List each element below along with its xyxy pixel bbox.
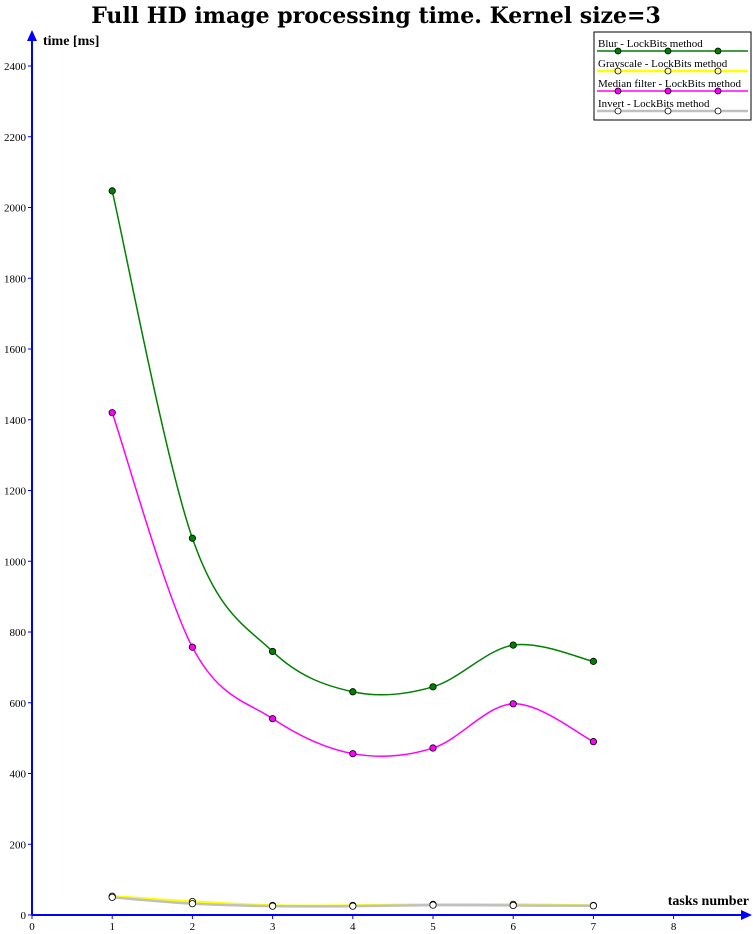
x-tick-label: 2 — [190, 921, 196, 933]
x-tick-label: 1 — [109, 921, 115, 933]
y-tick-label: 800 — [10, 627, 27, 639]
legend-swatch-point — [714, 47, 722, 55]
legend-swatch-point — [714, 107, 722, 115]
data-point — [429, 744, 437, 752]
data-point — [429, 901, 437, 909]
legend-swatch-point — [614, 107, 622, 115]
data-point — [349, 688, 357, 696]
data-point — [349, 750, 357, 758]
legend-item: Grayscale - LockBits method — [597, 58, 748, 75]
data-point — [108, 893, 116, 901]
legend-swatch-point — [614, 67, 622, 75]
data-point — [349, 902, 357, 910]
y-tick-label: 1600 — [4, 344, 27, 356]
data-point — [509, 700, 517, 708]
x-tick-label: 8 — [671, 921, 677, 933]
y-ticks: 0 200 400 600 800 1000 1200 1400 1600 1800 2000 220… — [4, 61, 32, 922]
legend-swatch-point — [614, 47, 622, 55]
series-line — [111, 190, 594, 696]
legend-swatch-point — [714, 67, 722, 75]
data-point — [429, 683, 437, 691]
legend-swatch-point — [614, 87, 622, 95]
data-point — [108, 187, 116, 195]
x-tick-label: 0 — [29, 921, 35, 933]
x-tick-label: 7 — [591, 921, 597, 933]
series-2 — [108, 409, 598, 758]
x-tick-label: 5 — [430, 921, 436, 933]
legend-item: Invert - LockBits method — [597, 98, 748, 115]
data-point — [108, 409, 116, 417]
legend-label: Grayscale - LockBits method — [598, 58, 728, 70]
y-axis: time [ms] — [27, 30, 99, 915]
y-axis-arrow — [27, 30, 37, 41]
data-point — [188, 534, 196, 542]
series-layer — [108, 187, 598, 910]
legend-swatch-point — [664, 107, 672, 115]
x-tick-label: 3 — [270, 921, 276, 933]
x-axis: tasks number — [32, 894, 752, 920]
y-tick-label: 600 — [10, 698, 27, 710]
y-tick-label: 1800 — [4, 273, 27, 285]
y-axis-label: time [ms] — [43, 34, 99, 49]
y-tick-label: 200 — [10, 839, 27, 851]
y-tick-label: 2200 — [4, 132, 27, 144]
series-0 — [108, 187, 598, 696]
x-ticks: 0 1 2 3 4 5 6 7 8 — [29, 915, 677, 933]
y-tick-label: 400 — [10, 769, 27, 781]
data-point — [589, 738, 598, 746]
legend-label: Invert - LockBits method — [598, 98, 710, 110]
series-line — [111, 412, 594, 757]
series-3 — [108, 893, 598, 910]
legend-item: Blur - LockBits method — [597, 38, 748, 55]
x-tick-label: 6 — [510, 921, 516, 933]
chart-title: Full HD image processing time. Kernel si… — [91, 3, 661, 29]
y-tick-label: 1000 — [4, 556, 27, 568]
legend: Blur - LockBits method Grayscale - LockBi… — [593, 31, 752, 121]
y-tick-label: 1200 — [4, 486, 27, 498]
legend-box — [593, 31, 752, 121]
x-axis-label: tasks number — [668, 894, 749, 909]
data-point — [188, 643, 196, 651]
data-point — [268, 902, 277, 910]
y-tick-label: 1400 — [4, 415, 27, 427]
x-tick-label: 4 — [350, 921, 356, 933]
legend-swatch-point — [664, 67, 672, 75]
data-point — [589, 902, 598, 910]
y-tick-label: 0 — [21, 910, 27, 922]
data-point — [509, 641, 517, 649]
x-axis-arrow — [741, 910, 752, 920]
legend-swatch-point — [664, 47, 672, 55]
data-point — [268, 647, 277, 656]
data-point — [589, 657, 598, 665]
legend-swatch-point — [714, 87, 722, 95]
y-tick-label: 2400 — [4, 61, 27, 73]
legend-swatch-point — [664, 87, 672, 95]
legend-label: Median filter - LockBits method — [598, 78, 741, 90]
legend-label: Blur - LockBits method — [598, 38, 703, 50]
legend-item: Median filter - LockBits method — [597, 78, 748, 95]
data-point — [509, 901, 517, 910]
data-point — [268, 715, 277, 723]
y-tick-label: 2000 — [4, 203, 27, 215]
data-point — [188, 900, 196, 908]
